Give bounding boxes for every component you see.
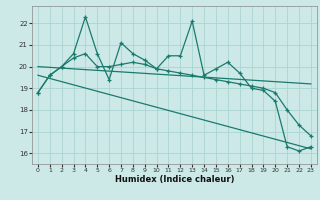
X-axis label: Humidex (Indice chaleur): Humidex (Indice chaleur) xyxy=(115,175,234,184)
